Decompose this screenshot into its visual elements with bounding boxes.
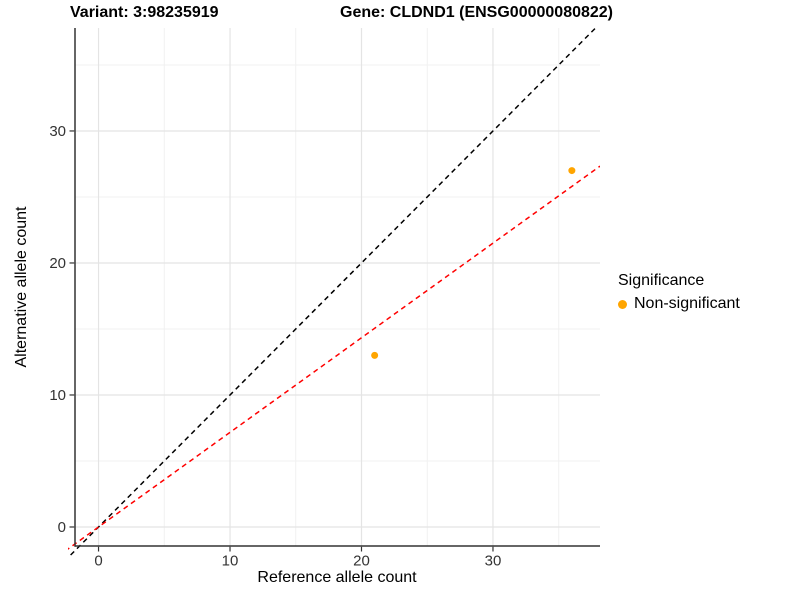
- gene-title: Gene: CLDND1 (ENSG00000080822): [340, 4, 614, 21]
- y-tick-label: 10: [49, 387, 66, 404]
- y-tick-label: 0: [58, 519, 66, 536]
- x-tick-label: 30: [485, 553, 502, 570]
- legend-item-label: Non-significant: [634, 295, 740, 312]
- data-point: [568, 167, 576, 175]
- identity-line: [68, 28, 597, 556]
- x-tick-label: 10: [222, 553, 239, 570]
- x-tick-label: 20: [353, 553, 370, 570]
- variant-title: Variant: 3:98235919: [70, 4, 219, 21]
- y-tick-label: 30: [49, 123, 66, 140]
- legend-item: Non-significant: [618, 295, 740, 313]
- y-axis-title: Alternative allele count: [13, 206, 30, 368]
- x-tick-label: 0: [94, 553, 102, 570]
- orange-point-icon: [618, 299, 627, 309]
- legend-title: Significance: [618, 272, 705, 289]
- y-tick-label: 20: [49, 255, 66, 272]
- data-point: [371, 351, 379, 359]
- x-axis-title: Reference allele count: [257, 569, 417, 586]
- legend: Significance Non-significant: [618, 272, 740, 313]
- fit-line: [68, 165, 600, 550]
